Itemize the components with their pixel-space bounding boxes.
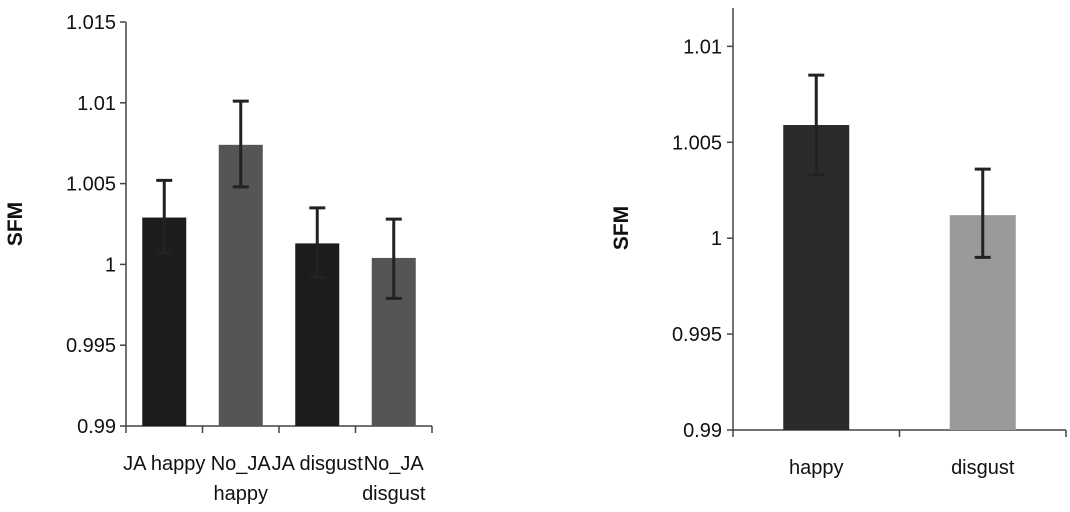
- category-label: JA happy: [123, 453, 205, 475]
- y-tick-label: 0.99: [77, 416, 116, 438]
- y-tick-label: 0.99: [683, 420, 722, 442]
- y-axis-title: SFM: [4, 202, 27, 246]
- y-tick-label: 0.995: [672, 324, 722, 346]
- y-tick-label: 1.005: [66, 174, 116, 196]
- y-tick-label: 1.015: [66, 12, 116, 34]
- category-label: disgust: [951, 457, 1015, 479]
- bar: [218, 144, 263, 427]
- y-tick-label: 0.995: [66, 335, 116, 357]
- category-label: No_JA disgust: [362, 453, 426, 505]
- category-label: JA disgust: [272, 453, 364, 475]
- y-tick-label: 1: [711, 228, 722, 250]
- y-tick-label: 1.005: [672, 132, 722, 154]
- y-axis-title: SFM: [610, 206, 633, 250]
- y-tick-label: 1.01: [77, 93, 116, 115]
- category-label: happy: [789, 457, 844, 479]
- y-tick-label: 1: [105, 254, 116, 276]
- chart-right: 0.99 0.995 1 1.005 1.01 happy disgust SFM: [610, 8, 1067, 479]
- category-label: No_JA happy: [211, 453, 272, 505]
- chart-left: 0.99 0.995 1 1.005 1.01 1.015 JA happy No_JA hap…: [4, 12, 433, 505]
- y-tick-label: 1.01: [683, 36, 722, 58]
